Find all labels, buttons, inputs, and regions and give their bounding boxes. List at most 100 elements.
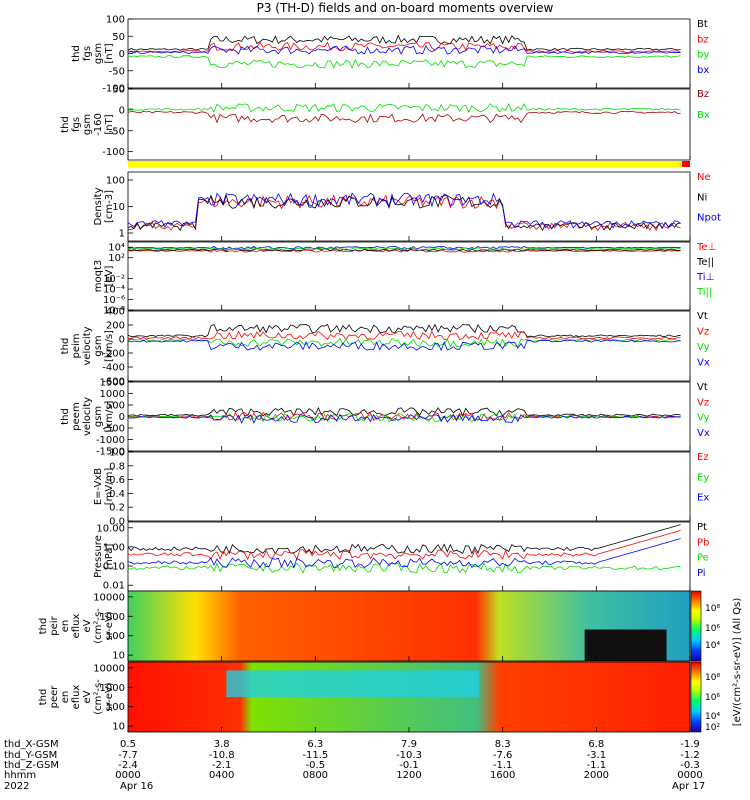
y-axis-label: eV	[82, 619, 93, 632]
y-axis-label: gsm	[93, 406, 104, 427]
legend-entry: Vx	[697, 358, 710, 369]
legend-entry: Ex	[697, 493, 709, 504]
colorbar-top	[690, 590, 702, 662]
y-axis-label: [km/s]	[104, 330, 115, 362]
y-tick-label: -100	[102, 84, 125, 95]
x-row-value: -1.9	[680, 739, 700, 750]
y-axis-label: Density	[93, 187, 104, 225]
x-row-value: 0.5	[120, 739, 136, 750]
colorbar-tick: 10⁸	[705, 604, 720, 614]
y-tick-label: -1000	[96, 435, 125, 446]
legend-entry: Vy	[697, 413, 710, 424]
colorbar-tick: 10⁴	[705, 641, 720, 651]
y-axis-label: sr-eV)	[104, 611, 115, 640]
panel-peir-eflux: 10000 1000 100 10 thd peir en eflux eV (cm²-s-sr-…	[38, 590, 691, 662]
x-row-value: -1.1	[493, 760, 513, 771]
y-axis-label: gsm	[82, 114, 93, 135]
x-row-value: -2.1	[212, 760, 232, 771]
spectrogram-band	[226, 670, 480, 697]
x-row-value: -1.1	[587, 760, 607, 771]
legend-entry: Vt	[697, 311, 708, 322]
y-tick-label: 10	[112, 722, 125, 733]
y-tick-label: 1.0	[109, 448, 125, 459]
spectrogram-data-gap	[584, 629, 667, 661]
y-tick-label: 0.6	[109, 475, 125, 486]
series-line-Pi	[127, 538, 681, 569]
y-tick-label: 0.0	[109, 517, 125, 528]
y-tick-label: 0	[119, 105, 125, 116]
y-tick-label: -600	[102, 377, 125, 388]
y-tick-label: 10⁻⁶	[103, 295, 125, 306]
y-axis-label: fgs	[82, 46, 93, 61]
x-date: Apr 16	[120, 781, 153, 792]
legend-entry: bz	[697, 34, 709, 45]
y-axis-label: velocity	[82, 326, 93, 365]
series-line-Vx	[128, 413, 681, 424]
x-row-label: hhmm	[4, 770, 36, 781]
y-axis-label: thd	[71, 45, 82, 62]
legend-entry: Ti||	[696, 287, 712, 298]
x-row-value: -0.3	[680, 760, 700, 771]
y-tick-label: 200	[106, 321, 125, 332]
y-tick-label: -50	[109, 126, 125, 137]
legend-entry: Vz	[697, 327, 709, 338]
y-tick-label: 400	[106, 307, 125, 318]
legend-entry: Pi	[697, 568, 706, 579]
state-bar-end	[682, 161, 690, 167]
y-tick-label: 0.2	[109, 503, 125, 514]
panel-frame	[127, 88, 691, 161]
y-tick-label: 10²	[108, 253, 125, 264]
panel-peer-eflux: 10000 1000 100 10 thd peer en eflux eV (cm²-s-sr-…	[38, 661, 691, 733]
x-row-value: 3.8	[214, 739, 230, 750]
y-axis-label: [nT]	[104, 43, 115, 63]
series-line-Pt	[127, 524, 681, 555]
y-axis-label: [nT]	[104, 114, 115, 134]
y-axis-label: [cm-3]	[104, 190, 115, 223]
y-axis-label: sr-eV)	[104, 682, 115, 711]
panel-fgs-gse: 50 0 -50 -100 thd fgs gsm -160 [nT] Bz Bx	[60, 85, 710, 161]
legend-entry: Npot	[697, 213, 721, 224]
y-tick-label: 10⁻⁴	[103, 285, 125, 296]
series-line-Vz	[127, 330, 681, 341]
y-axis-label: velocity	[82, 397, 93, 436]
legend-entry: bx	[697, 65, 709, 76]
x-row-value: -0.5	[306, 760, 326, 771]
y-tick-label: 10⁻²	[103, 274, 125, 285]
panel-frame	[127, 310, 691, 382]
x-row-value: -10.8	[209, 750, 235, 761]
y-axis-label: peir	[49, 615, 60, 635]
y-tick-label: 100	[106, 702, 125, 713]
y-axis-label: [km/s]	[104, 400, 115, 432]
series-line-Bt	[127, 34, 681, 51]
series-line-Vy	[127, 412, 681, 423]
y-axis-label: thd	[60, 116, 71, 133]
colorbar-tick: 10⁶	[705, 693, 720, 703]
y-tick-label: 10000	[93, 663, 125, 674]
x-row-value: -10.3	[396, 750, 422, 761]
legend-entry: Bx	[697, 110, 710, 121]
panel-pressure: 10.00 1.00 0.10 0.01 Pressure [nPa] Pt Pb Pe Pi	[93, 521, 709, 592]
y-tick-label: 0.4	[109, 489, 125, 500]
y-axis-label: peem	[71, 402, 82, 430]
y-axis-label: en	[60, 691, 71, 704]
y-tick-label: -1500	[96, 447, 125, 458]
panel-efield: 1.0 0.8 0.6 0.4 0.2 0.0 E=-VxB [mV/m] Ez Ey Ex	[93, 448, 709, 528]
x-row-label: thd_Z-GSM	[4, 760, 59, 771]
y-tick-label: -50	[109, 66, 125, 77]
panel-density: 100 10 1 Density [cm-3] Ne Ni Npot	[93, 171, 721, 242]
series-line-Vt	[127, 323, 681, 338]
y-tick-label: 10	[112, 651, 125, 662]
x-year: 2022	[4, 781, 29, 792]
y-axis-label: [eV]	[104, 266, 115, 287]
x-row-label: thd_Y-GSM	[4, 750, 57, 761]
x-row-value: 0000	[677, 770, 702, 781]
panel-frame	[127, 18, 691, 89]
legend-entry: Ti⊥	[696, 272, 714, 283]
y-axis-label: Pressure	[93, 535, 104, 578]
x-row-value: -7.6	[493, 750, 513, 761]
colorbar-tick: 10²	[705, 723, 720, 733]
x-axis-annotations: thd_X-GSM 0.5 3.8 6.3 7.9 8.3 6.8 -1.9 thd_Y-GSM…	[4, 739, 705, 792]
x-row-value: 1200	[396, 770, 421, 781]
